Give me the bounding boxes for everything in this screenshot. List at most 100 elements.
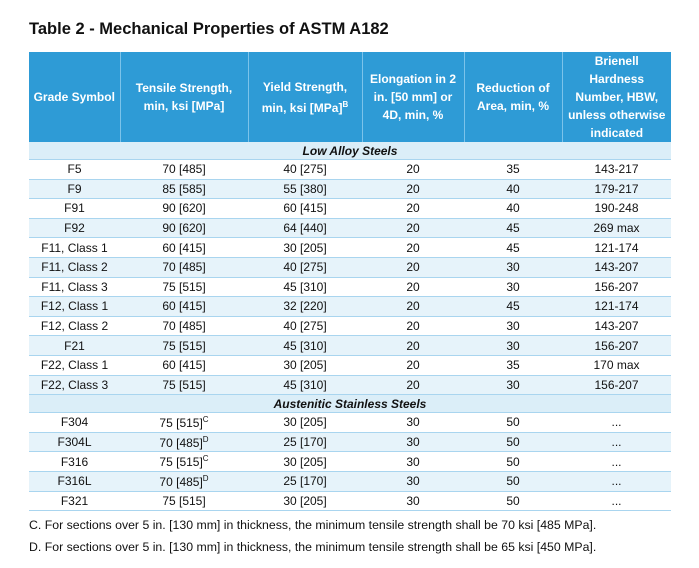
footnote-ref: D [202, 473, 209, 483]
table-cell: F9 [29, 179, 120, 200]
table-cell: 30 [362, 451, 464, 472]
table-cell: 30 [362, 471, 464, 492]
table-cell: 143-207 [562, 257, 671, 278]
table-cell: 25 [170] [248, 471, 362, 492]
data-row: F21 75 [515] 45 [310] 20 30 156-207 [29, 335, 671, 356]
section-row: Austenitic Stainless Steels [29, 394, 671, 414]
table-cell: 30 [205] [248, 412, 362, 433]
table-cell: 156-207 [562, 277, 671, 298]
table-cell: ... [562, 471, 671, 492]
table-cell: 75 [515] [120, 335, 248, 356]
table-cell: 40 [275] [248, 159, 362, 180]
table-cell: 70 [485] [120, 257, 248, 278]
header-row: Grade Symbol Tensile Strength, min, ksi [… [29, 52, 671, 142]
table-cell: 35 [464, 355, 562, 376]
header-cell: Tensile Strength, min, ksi [MPa] [120, 52, 249, 142]
table-cell: ... [562, 491, 671, 512]
table-cell: F12, Class 1 [29, 296, 120, 317]
table-cell: 60 [415] [120, 237, 248, 258]
table-cell: 179-217 [562, 179, 671, 200]
footnotes: C. For sections over 5 in. [130 mm] in t… [29, 514, 596, 558]
table-cell: 20 [362, 198, 464, 219]
data-row: F11, Class 2 70 [485] 40 [275] 20 30 143-207 [29, 257, 671, 278]
table-cell: F11, Class 1 [29, 237, 120, 258]
table-cell: 75 [515] [120, 277, 248, 298]
table-cell: ... [562, 432, 671, 453]
cell-text: 70 [485] [159, 474, 203, 489]
data-row: F11, Class 1 60 [415] 30 [205] 20 45 121-174 [29, 237, 671, 258]
section-label: Low Alloy Steels [29, 142, 671, 160]
table-cell: 45 [464, 218, 562, 239]
data-row: F22, Class 3 75 [515] 45 [310] 20 30 156-207 [29, 375, 671, 396]
table-cell: 20 [362, 316, 464, 337]
table-cell: 75 [515] [120, 375, 248, 396]
table-cell: 40 [464, 179, 562, 200]
table-cell: 35 [464, 159, 562, 180]
table-cell: F91 [29, 198, 120, 219]
table-cell: 20 [362, 277, 464, 298]
table-cell: 90 [620] [120, 218, 248, 239]
table-cell: 170 max [562, 355, 671, 376]
table-cell: 20 [362, 237, 464, 258]
table-cell: 30 [205] [248, 491, 362, 512]
header-cell: Reduction of Area, min, % [464, 52, 563, 142]
table-cell: F321 [29, 491, 120, 512]
data-row: F316L 70 [485]D 25 [170] 30 50... [29, 471, 671, 492]
table-cell: 50 [464, 491, 562, 512]
header-cell: Brienell Hardness Number, HBW, unless ot… [562, 52, 671, 142]
table-cell: 20 [362, 296, 464, 317]
table-cell: 75 [515]C [120, 451, 248, 472]
table-cell: 156-207 [562, 335, 671, 356]
data-row: F12, Class 1 60 [415] 32 [220] 20 45 121-174 [29, 296, 671, 317]
data-row: F321 75 [515] 30 [205] 30 50... [29, 491, 671, 512]
table-cell: 45 [310] [248, 375, 362, 396]
footnote-ref: D [202, 434, 209, 444]
table-cell: F11, Class 3 [29, 277, 120, 298]
data-row: F304 75 [515]C 30 [205] 30 50... [29, 412, 671, 433]
table-title: Table 2 - Mechanical Properties of ASTM … [29, 20, 389, 38]
data-row: F91 90 [620] 60 [415] 20 40 190-248 [29, 198, 671, 219]
table-cell: F5 [29, 159, 120, 180]
table-cell: 30 [464, 316, 562, 337]
table-cell: 190-248 [562, 198, 671, 219]
table-cell: 20 [362, 335, 464, 356]
table-cell: 70 [485]D [120, 471, 248, 492]
data-row: F11, Class 3 75 [515] 45 [310] 20 30 156-207 [29, 277, 671, 298]
table-cell: ... [562, 412, 671, 433]
table-cell: ... [562, 451, 671, 472]
table-body: Low Alloy Steels F5 70 [485] 40 [275] 20 35 14… [29, 142, 671, 512]
table-cell: F304L [29, 432, 120, 453]
cell-text: 75 [515] [159, 455, 203, 470]
table-cell: 70 [485] [120, 316, 248, 337]
data-row: F316 75 [515]C 30 [205] 30 50... [29, 451, 671, 472]
footnote-ref: C [202, 454, 209, 464]
table-cell: 143-207 [562, 316, 671, 337]
table-cell: 50 [464, 451, 562, 472]
table-cell: 60 [415] [248, 198, 362, 219]
header-cell: Yield Strength, min, ksi [MPa]B [248, 52, 363, 142]
table-cell: F316 [29, 451, 120, 472]
table-cell: 121-174 [562, 237, 671, 258]
table-cell: 25 [170] [248, 432, 362, 453]
table-cell: 45 [464, 237, 562, 258]
table-cell: 20 [362, 218, 464, 239]
table-cell: 30 [362, 491, 464, 512]
table-cell: 20 [362, 179, 464, 200]
table-cell: 30 [205] [248, 237, 362, 258]
table-cell: 85 [585] [120, 179, 248, 200]
table-cell: 20 [362, 257, 464, 278]
table-cell: 40 [275] [248, 316, 362, 337]
footnote-ref: B [342, 99, 349, 109]
footnote: C. For sections over 5 in. [130 mm] in t… [29, 518, 597, 532]
table-cell: 20 [362, 375, 464, 396]
section-row: Low Alloy Steels [29, 142, 671, 160]
table-cell: 60 [415] [120, 296, 248, 317]
table-cell: 30 [362, 432, 464, 453]
table-cell: 60 [415] [120, 355, 248, 376]
table-cell: 75 [515] [120, 491, 248, 512]
table-cell: 75 [515]C [120, 412, 248, 433]
data-row: F92 90 [620] 64 [440] 20 45 269 max [29, 218, 671, 239]
table-cell: F21 [29, 335, 120, 356]
table-cell: 30 [362, 412, 464, 433]
